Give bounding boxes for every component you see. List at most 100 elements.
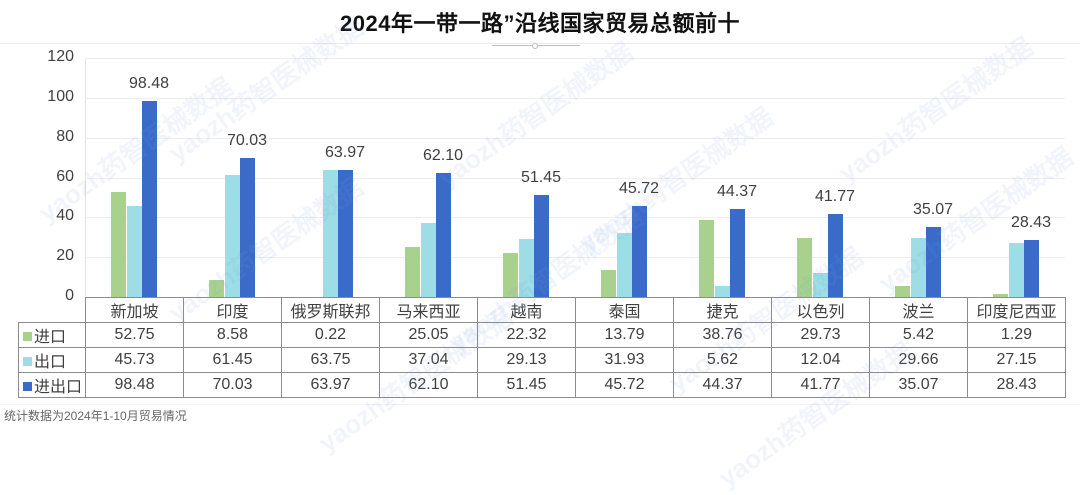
table-cell: 70.03 (184, 373, 282, 398)
bar-total (338, 170, 353, 297)
footer-divider (0, 404, 1080, 405)
legend-swatch-icon (23, 382, 32, 391)
bar-export (225, 175, 240, 297)
table-header-country: 俄罗斯联邦 (282, 298, 380, 323)
data-label: 44.37 (697, 183, 777, 201)
y-tick-label: 80 (30, 128, 74, 146)
legend-swatch-icon (23, 357, 32, 366)
legend-swatch-icon (23, 332, 32, 341)
table-header-country: 印度 (184, 298, 282, 323)
table-cell: 1.29 (968, 323, 1066, 348)
bar-import (699, 220, 714, 297)
table-cell: 13.79 (576, 323, 674, 348)
data-label: 35.07 (893, 201, 973, 219)
table-cell: 29.66 (870, 348, 968, 373)
bar-export (1009, 243, 1024, 297)
bar-export (519, 239, 534, 297)
y-tick-label: 20 (30, 247, 74, 265)
bar-export (323, 170, 338, 297)
gridline (85, 98, 1065, 99)
bar-total (534, 195, 549, 297)
bar-total (730, 209, 745, 297)
table-cell: 61.45 (184, 348, 282, 373)
table-cell: 37.04 (380, 348, 478, 373)
table-cell: 29.73 (772, 323, 870, 348)
bar-export (421, 223, 436, 297)
legend-row-label: 出口 (19, 348, 86, 373)
table-cell: 22.32 (478, 323, 576, 348)
table-cell: 29.13 (478, 348, 576, 373)
bar-import (601, 270, 616, 297)
bar-import (209, 280, 224, 297)
gridline (85, 58, 1065, 59)
bar-total (240, 158, 255, 297)
table-cell: 5.62 (674, 348, 772, 373)
bar-export (127, 206, 142, 297)
table-cell: 45.72 (576, 373, 674, 398)
table-cell: 27.15 (968, 348, 1066, 373)
table-cell: 41.77 (772, 373, 870, 398)
data-label: 28.43 (991, 214, 1071, 232)
y-tick-label: 40 (30, 207, 74, 225)
data-label: 51.45 (501, 169, 581, 187)
bar-total (828, 214, 843, 297)
bar-total (926, 227, 941, 297)
table-header-country: 新加坡 (86, 298, 184, 323)
table-cell: 28.43 (968, 373, 1066, 398)
legend-label: 出口 (34, 354, 66, 371)
bar-import (503, 253, 518, 297)
bar-total (436, 173, 451, 297)
data-label: 62.10 (403, 147, 483, 165)
bar-export (813, 273, 828, 297)
bar-total (142, 101, 157, 297)
data-label: 98.48 (109, 75, 189, 93)
table-cell: 12.04 (772, 348, 870, 373)
table-cell: 5.42 (870, 323, 968, 348)
table-cell: 51.45 (478, 373, 576, 398)
bar-export (617, 233, 632, 297)
table-cell: 52.75 (86, 323, 184, 348)
table-cell: 63.97 (282, 373, 380, 398)
legend-row-label: 进口 (19, 323, 86, 348)
legend-label: 进出口 (34, 379, 82, 396)
legend-row-label: 进出口 (19, 373, 86, 398)
y-tick-label: 120 (30, 48, 74, 66)
table-header-country: 泰国 (576, 298, 674, 323)
data-label: 45.72 (599, 180, 679, 198)
table-header-country: 捷克 (674, 298, 772, 323)
table-cell: 0.22 (282, 323, 380, 348)
data-label: 63.97 (305, 144, 385, 162)
bar-export (715, 286, 730, 297)
table-cell: 62.10 (380, 373, 478, 398)
footnote: 统计数据为2024年1-10月贸易情况 (4, 407, 187, 424)
data-label: 41.77 (795, 188, 875, 206)
y-tick-label: 60 (30, 168, 74, 186)
table-cell: 8.58 (184, 323, 282, 348)
table-header-country: 马来西亚 (380, 298, 478, 323)
bar-import (111, 192, 126, 297)
table-header-country: 波兰 (870, 298, 968, 323)
table-cell: 44.37 (674, 373, 772, 398)
table-cell: 25.05 (380, 323, 478, 348)
table-header-country: 越南 (478, 298, 576, 323)
table-cell: 45.73 (86, 348, 184, 373)
data-label: 70.03 (207, 132, 287, 150)
y-tick-label: 100 (30, 88, 74, 106)
table-cell: 63.75 (282, 348, 380, 373)
bar-import (895, 286, 910, 297)
bar-import (797, 238, 812, 297)
table-corner (19, 298, 86, 323)
bar-total (632, 206, 647, 297)
table-cell: 31.93 (576, 348, 674, 373)
table-cell: 35.07 (870, 373, 968, 398)
bar-total (1024, 240, 1039, 297)
table-cell: 98.48 (86, 373, 184, 398)
table-header-country: 以色列 (772, 298, 870, 323)
table-header-row: 新加坡印度俄罗斯联邦马来西亚越南泰国捷克以色列波兰印度尼西亚 (19, 298, 1066, 323)
bar-export (911, 238, 926, 297)
legend-label: 进口 (34, 329, 66, 346)
